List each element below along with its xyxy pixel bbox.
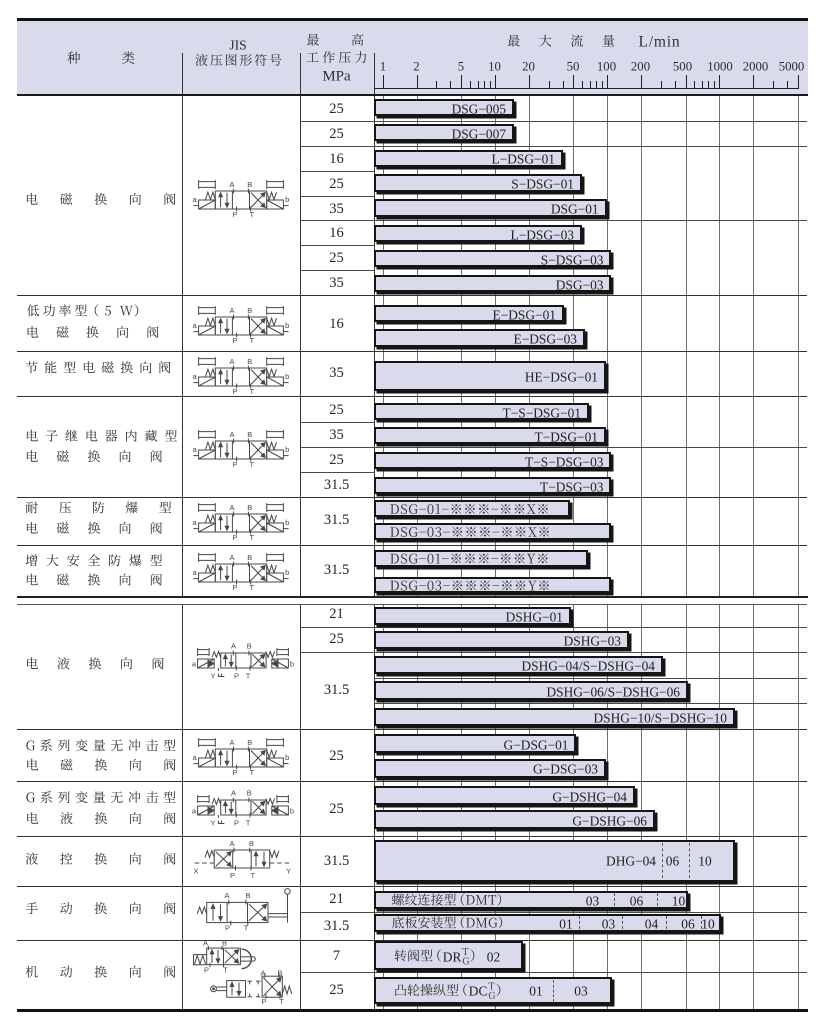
svg-text:A: A (229, 553, 234, 562)
svg-text:A: A (229, 839, 234, 848)
svg-text:A: A (260, 970, 265, 977)
svg-text:a: a (193, 371, 198, 380)
svg-text:P: P (232, 583, 237, 590)
svg-text:P: P (232, 533, 237, 540)
svg-text:B: B (247, 788, 252, 797)
svg-text:B: B (247, 430, 252, 439)
svg-text:T: T (250, 533, 255, 540)
svg-text:T: T (250, 583, 255, 590)
svg-text:T: T (223, 966, 228, 974)
svg-text:b: b (285, 444, 289, 453)
svg-text:b: b (285, 195, 289, 204)
svg-text:P: P (225, 924, 230, 932)
svg-text:B: B (221, 939, 226, 948)
svg-text:T: T (244, 924, 249, 932)
svg-text:P: P (232, 768, 237, 775)
svg-text:P: P (261, 997, 266, 1004)
svg-text:T: T (250, 387, 255, 394)
svg-text:a: a (193, 321, 198, 330)
svg-text:B: B (247, 642, 252, 651)
svg-text:A: A (229, 738, 234, 747)
svg-text:P: P (203, 966, 208, 974)
svg-text:A: A (202, 939, 207, 948)
svg-text:B: B (249, 839, 254, 848)
svg-text:T: T (250, 336, 255, 343)
svg-text:a: a (193, 568, 198, 577)
svg-text:P: P (232, 460, 237, 467)
svg-text:A: A (229, 306, 234, 315)
svg-text:B: B (277, 970, 282, 977)
svg-text:A: A (229, 430, 234, 439)
svg-text:P: P (230, 871, 235, 879)
svg-text:P: P (234, 818, 239, 827)
svg-text:T: T (251, 871, 256, 879)
svg-text:b: b (285, 371, 289, 380)
svg-text:T: T (246, 818, 251, 827)
svg-text:b: b (285, 321, 289, 330)
svg-text:a: a (192, 806, 197, 815)
svg-text:B: B (247, 553, 252, 562)
svg-text:A: A (229, 503, 234, 512)
svg-text:b: b (290, 806, 294, 815)
svg-text:T: T (246, 672, 251, 681)
svg-text:a: a (193, 518, 198, 527)
svg-text:b: b (285, 753, 289, 762)
svg-text:P: P (232, 336, 237, 343)
svg-text:b: b (285, 568, 289, 577)
svg-text:T: T (250, 210, 255, 217)
svg-text:b: b (290, 660, 294, 669)
svg-text:B: B (247, 357, 252, 366)
svg-text:Y: Y (210, 818, 215, 827)
svg-text:T: T (250, 460, 255, 467)
svg-text:B: B (247, 306, 252, 315)
svg-text:B: B (247, 503, 252, 512)
svg-text:A: A (231, 642, 236, 651)
svg-text:a: a (193, 195, 198, 204)
svg-text:Y: Y (286, 867, 291, 876)
svg-text:A: A (231, 788, 236, 797)
svg-text:A: A (229, 180, 234, 189)
svg-text:P: P (232, 387, 237, 394)
svg-text:B: B (245, 891, 250, 900)
svg-text:b: b (285, 518, 289, 527)
svg-text:a: a (193, 753, 198, 762)
svg-text:P: P (232, 210, 237, 217)
svg-text:P: P (234, 672, 239, 681)
svg-text:T: T (250, 768, 255, 775)
svg-text:T: T (279, 997, 284, 1004)
svg-text:a: a (193, 444, 198, 453)
svg-text:A: A (229, 357, 234, 366)
svg-text:A: A (224, 891, 229, 900)
svg-text:B: B (247, 738, 252, 747)
svg-text:a: a (192, 660, 197, 669)
svg-text:X: X (193, 867, 198, 876)
svg-text:Y: Y (210, 672, 215, 681)
svg-text:B: B (247, 180, 252, 189)
